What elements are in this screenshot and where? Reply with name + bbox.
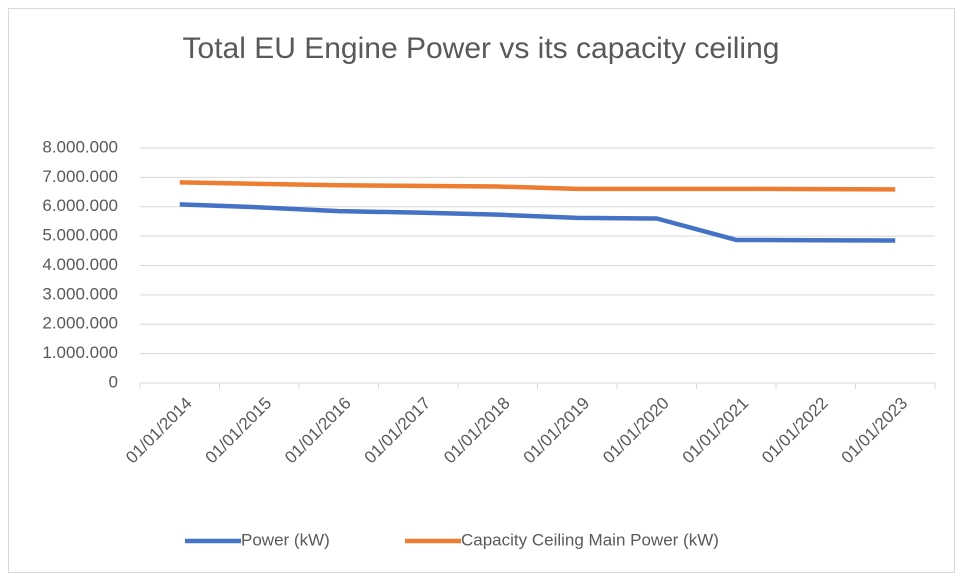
y-tick-label: 4.000.000 (42, 255, 118, 274)
chart-border (8, 8, 955, 573)
y-tick-label: 3.000.000 (42, 284, 118, 303)
y-tick-label: 6.000.000 (42, 196, 118, 215)
y-tick-label: 8.000.000 (42, 137, 118, 156)
y-tick-label: 5.000.000 (42, 226, 118, 245)
y-tick-label: 0 (109, 372, 118, 391)
legend-label: Capacity Ceiling Main Power (kW) (461, 530, 719, 549)
chart-title: Total EU Engine Power vs its capacity ce… (183, 32, 780, 65)
legend-label: Power (kW) (241, 530, 330, 549)
y-tick-label: 2.000.000 (42, 314, 118, 333)
series-line (179, 202, 896, 243)
y-tick-label: 1.000.000 (42, 343, 118, 362)
series-line (179, 180, 896, 192)
y-tick-label: 7.000.000 (42, 167, 118, 186)
